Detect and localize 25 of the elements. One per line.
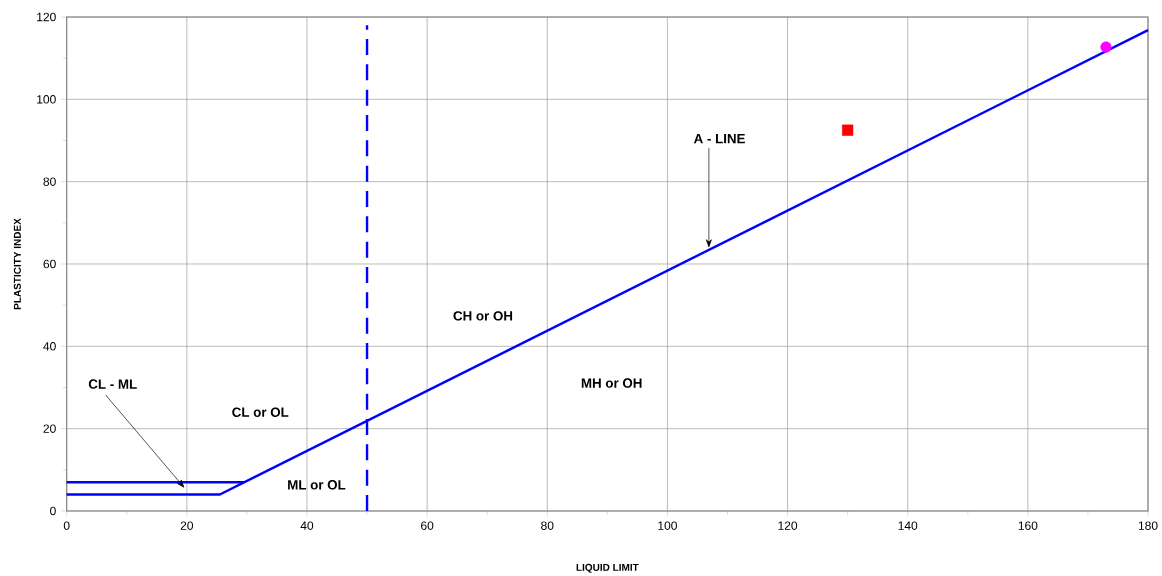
annotation: ML or OL	[288, 480, 346, 490]
x-tick-label: 40	[300, 521, 314, 530]
x-axis-title: LIQUID LIMIT	[576, 563, 639, 573]
x-tick-label: 80	[541, 521, 554, 530]
annotation: CH or OH	[453, 311, 513, 321]
x-tick-label: 160	[1018, 521, 1038, 530]
annotation: A - LINE	[693, 134, 745, 144]
annotation: CL or OL	[232, 407, 289, 417]
x-tick-label: 20	[180, 521, 194, 530]
x-tick-label: 140	[898, 521, 918, 530]
y-tick-label: 40	[43, 342, 56, 351]
x-tick-label: 120	[778, 521, 798, 530]
y-tick-label: 100	[37, 95, 56, 104]
y-tick-label: 120	[37, 12, 56, 22]
annotation: MH or OH	[581, 378, 642, 388]
x-tick-label: 0	[63, 521, 70, 530]
x-tick-label: 100	[658, 521, 677, 530]
y-tick-label: 0	[50, 506, 56, 516]
annotation: CL - ML	[88, 379, 137, 389]
y-tick-label: 80	[43, 177, 56, 186]
y-tick-label: 20	[43, 424, 56, 433]
x-tick-label: 180	[1138, 521, 1158, 530]
y-axis-title: PLASTICITY INDEX	[13, 218, 21, 310]
x-tick-label: 60	[421, 521, 434, 530]
y-tick-label: 60	[43, 259, 56, 269]
